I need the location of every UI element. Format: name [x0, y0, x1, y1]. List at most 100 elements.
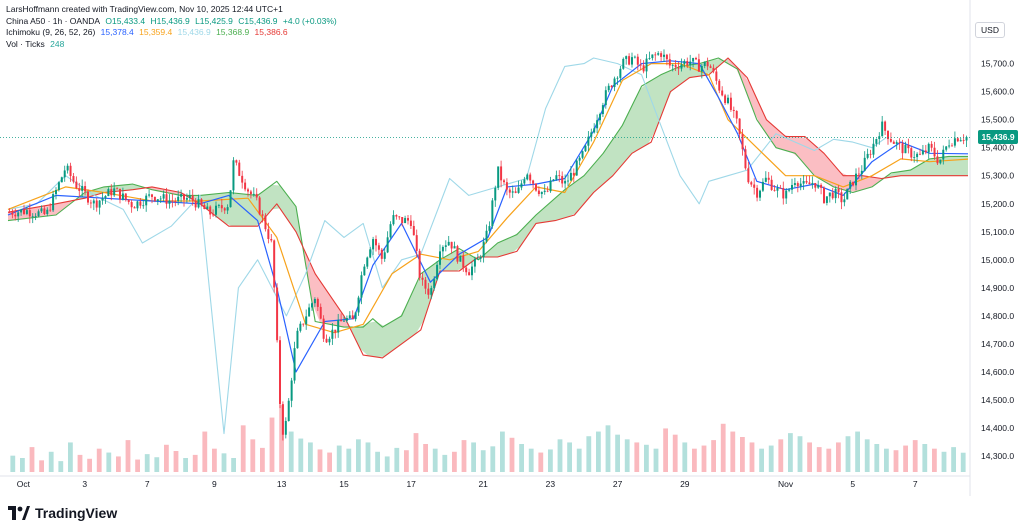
volume-bar [154, 457, 160, 472]
candle-body [581, 151, 584, 158]
candle-body [764, 177, 767, 182]
volume-bar [452, 451, 457, 472]
ichimoku-cloud-segment [616, 122, 624, 172]
candle-body [729, 97, 732, 110]
ichimoku-cloud-segment [648, 77, 656, 144]
candle-body [785, 190, 788, 199]
candle-body [895, 142, 898, 144]
candle-body [25, 210, 28, 214]
candle-body [619, 68, 622, 78]
y-tick-label: 14,700.0 [981, 339, 1014, 349]
candle-body [276, 287, 279, 341]
candle-body [343, 320, 345, 322]
volume-bar [509, 437, 515, 472]
candle-body [334, 329, 337, 333]
ichimoku-cloud-segment [760, 105, 768, 137]
ichimoku-cloud-segment [168, 190, 176, 195]
volume-name[interactable]: Vol · Ticks [6, 38, 45, 49]
candle-body [872, 143, 875, 155]
candle-body [913, 157, 916, 158]
ichimoku-cloud-segment [928, 158, 936, 176]
candle-body [718, 80, 721, 91]
symbol-legend-line[interactable]: China A50 · 1h · OANDA O15,433.4 H15,436… [6, 16, 340, 28]
volume-bar [557, 439, 563, 472]
candle-body [910, 148, 913, 158]
candle-body [567, 180, 569, 182]
candle-body [625, 56, 628, 59]
y-tick-label: 15,300.0 [981, 171, 1014, 181]
brand-logo[interactable]: TradingView [8, 505, 117, 521]
candle-body [14, 214, 17, 217]
ichimoku-cloud-segment [752, 88, 760, 125]
candle-body [596, 120, 599, 129]
candle-body [398, 216, 401, 218]
symbol-name[interactable]: China A50 · 1h · OANDA [6, 15, 101, 26]
candle-body [465, 267, 468, 273]
candle-body [78, 188, 81, 191]
ichimoku-legend-line[interactable]: Ichimoku (9, 26, 52, 26) 15,378.4 15,359… [6, 27, 340, 39]
candle-body [869, 153, 872, 155]
candle-body [98, 200, 101, 208]
volume-bar [701, 445, 707, 472]
ichimoku-cloud-segment [240, 193, 248, 227]
volume-bar [327, 452, 332, 472]
candle-body [485, 230, 488, 242]
candle-body [415, 235, 418, 251]
candle-body [936, 156, 939, 164]
candle-body [852, 181, 855, 186]
x-tick-label: Nov [778, 479, 794, 489]
volume-bar [10, 455, 16, 472]
x-tick-label: 13 [277, 479, 287, 489]
candle-body [92, 200, 95, 204]
candle-body [121, 193, 124, 200]
candle-body [433, 279, 436, 289]
ichimoku-cloud-segment [952, 156, 960, 176]
volume-bar [68, 442, 73, 472]
candle-body [357, 297, 360, 313]
candle-body [337, 319, 340, 333]
candle-body [66, 165, 69, 171]
candle-body [700, 66, 703, 72]
ichimoku-cloud-segment [792, 136, 800, 159]
candle-body [916, 153, 919, 158]
candle-body [770, 179, 773, 190]
volume-bar [346, 448, 352, 472]
ichimoku-cloud-segment [568, 181, 576, 217]
candle-body [293, 348, 296, 381]
candle-body [849, 181, 852, 189]
volume-bar [471, 442, 476, 472]
candle-body [663, 54, 665, 57]
ichimoku-cloud-segment [560, 187, 568, 220]
candle-body [430, 288, 433, 295]
currency-button[interactable]: USD [975, 22, 1005, 38]
candle-body [642, 65, 645, 72]
ichimoku-cloud-segment [672, 66, 680, 91]
candle-body [921, 150, 924, 155]
volume-bar [490, 446, 496, 472]
candle-body [680, 64, 683, 69]
candle-body [302, 323, 305, 325]
y-tick-label: 14,900.0 [981, 283, 1014, 293]
volume-bar [269, 417, 275, 472]
candle-body [951, 145, 953, 147]
candle-body [500, 166, 503, 181]
candle-body [651, 54, 654, 59]
candle-body [779, 187, 782, 189]
x-tick-label: 9 [212, 479, 217, 489]
candle-body [866, 153, 869, 158]
ichimoku-cloud-segment [632, 89, 640, 154]
ichimoku-cloud-segment [960, 156, 968, 176]
candle-body [564, 180, 567, 184]
candle-body [441, 246, 444, 252]
candle-body [756, 187, 759, 198]
price-chart[interactable]: 14,300.0 14,400.0 14,500.0 14,600.0 14,700.0… [0, 0, 1024, 496]
y-tick-label: 15,200.0 [981, 199, 1014, 209]
candle-body [738, 118, 741, 135]
ichimoku-cloud-segment [552, 193, 560, 222]
volume-bar [432, 448, 438, 472]
candle-body [773, 189, 776, 191]
volume-legend-line[interactable]: Vol · Ticks 248 [6, 39, 340, 51]
candle-body [273, 240, 276, 288]
ichimoku-name[interactable]: Ichimoku (9, 26, 52, 26) [6, 27, 96, 37]
volume-bar [212, 448, 217, 472]
